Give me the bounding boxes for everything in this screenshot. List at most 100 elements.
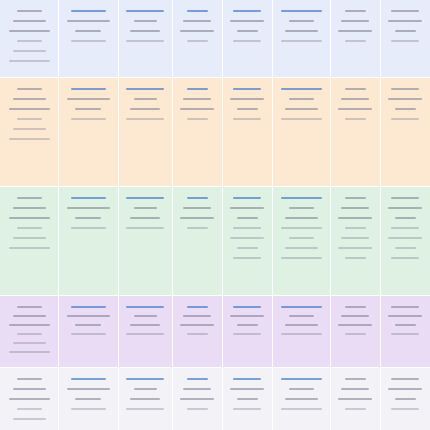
- illegible-text-stroke: [187, 10, 208, 12]
- illegible-text-stroke: [17, 333, 42, 335]
- illegible-text-stroke: [281, 408, 322, 410]
- illegible-text-stroke: [130, 324, 160, 326]
- illegible-text-stroke: [341, 98, 369, 100]
- illegible-text-stroke: [134, 207, 157, 209]
- illegible-text-stroke: [391, 306, 419, 308]
- illegible-text-stroke: [338, 217, 372, 219]
- illegible-text-stroke: [13, 237, 46, 239]
- illegible-text-stroke: [75, 217, 101, 219]
- illegible-text-stroke: [183, 20, 211, 22]
- illegible-text-stroke: [183, 98, 211, 100]
- illegible-text-stroke: [9, 247, 50, 249]
- column-divider: [380, 296, 381, 367]
- illegible-text-stroke: [345, 378, 366, 380]
- illegible-text-stroke: [338, 398, 372, 400]
- column-divider: [380, 78, 381, 186]
- illegible-text-stroke: [338, 108, 372, 110]
- illegible-text-stroke: [71, 333, 106, 335]
- column-divider: [58, 296, 59, 367]
- illegible-text-stroke: [285, 324, 318, 326]
- illegible-text-stroke: [67, 20, 110, 22]
- illegible-text-stroke: [126, 227, 164, 229]
- illegible-text-stroke: [345, 10, 366, 12]
- column-divider: [58, 368, 59, 430]
- illegible-text-stroke: [281, 118, 322, 120]
- illegible-text-stroke: [187, 408, 208, 410]
- illegible-text-stroke: [75, 398, 101, 400]
- illegible-text-stroke: [71, 306, 106, 308]
- illegible-text-stroke: [289, 98, 314, 100]
- illegible-text-stroke: [237, 324, 258, 326]
- illegible-text-stroke: [13, 418, 46, 420]
- illegible-text-stroke: [388, 20, 422, 22]
- illegible-text-stroke: [71, 227, 106, 229]
- illegible-text-stroke: [338, 324, 372, 326]
- column-divider: [272, 296, 273, 367]
- illegible-text-stroke: [233, 227, 261, 229]
- row-divider: [0, 367, 430, 368]
- illegible-text-stroke: [71, 408, 106, 410]
- illegible-text-stroke: [183, 207, 211, 209]
- illegible-text-stroke: [67, 388, 110, 390]
- illegible-text-stroke: [67, 315, 110, 317]
- illegible-text-stroke: [289, 207, 314, 209]
- illegible-text-stroke: [126, 118, 164, 120]
- row-2: [0, 78, 430, 186]
- illegible-text-stroke: [9, 324, 50, 326]
- illegible-text-stroke: [9, 217, 50, 219]
- illegible-text-stroke: [388, 315, 422, 317]
- illegible-text-stroke: [130, 108, 160, 110]
- illegible-text-stroke: [9, 351, 50, 353]
- column-divider: [172, 78, 173, 186]
- column-divider: [380, 187, 381, 295]
- illegible-text-stroke: [345, 118, 366, 120]
- illegible-text-stroke: [391, 197, 419, 199]
- column-divider: [118, 0, 119, 77]
- illegible-text-stroke: [230, 98, 264, 100]
- illegible-text-stroke: [9, 60, 50, 62]
- illegible-text-stroke: [126, 408, 164, 410]
- column-divider: [58, 78, 59, 186]
- illegible-text-stroke: [345, 408, 366, 410]
- column-divider: [58, 0, 59, 77]
- illegible-text-stroke: [13, 50, 46, 52]
- illegible-text-stroke: [391, 10, 419, 12]
- illegible-text-stroke: [126, 333, 164, 335]
- illegible-text-stroke: [237, 30, 258, 32]
- illegible-text-stroke: [187, 227, 208, 229]
- illegible-text-stroke: [9, 30, 50, 32]
- illegible-text-stroke: [13, 342, 46, 344]
- illegible-text-stroke: [75, 324, 101, 326]
- column-divider: [272, 0, 273, 77]
- illegible-text-stroke: [71, 378, 106, 380]
- illegible-text-stroke: [388, 388, 422, 390]
- illegible-text-stroke: [285, 217, 318, 219]
- illegible-text-stroke: [289, 315, 314, 317]
- illegible-text-stroke: [17, 40, 42, 42]
- illegible-text-stroke: [130, 217, 160, 219]
- illegible-text-stroke: [237, 398, 258, 400]
- illegible-text-stroke: [17, 197, 42, 199]
- illegible-text-stroke: [233, 306, 261, 308]
- illegible-text-stroke: [13, 315, 46, 317]
- row-divider: [0, 77, 430, 78]
- illegible-text-stroke: [341, 315, 369, 317]
- column-divider: [272, 78, 273, 186]
- illegible-text-stroke: [187, 378, 208, 380]
- illegible-text-stroke: [391, 88, 419, 90]
- column-divider: [272, 187, 273, 295]
- column-divider: [172, 187, 173, 295]
- illegible-text-stroke: [230, 237, 264, 239]
- illegible-text-stroke: [391, 378, 419, 380]
- illegible-text-stroke: [126, 197, 164, 199]
- illegible-text-stroke: [281, 333, 322, 335]
- illegible-text-stroke: [281, 10, 322, 12]
- illegible-text-stroke: [233, 10, 261, 12]
- illegible-text-stroke: [130, 398, 160, 400]
- column-divider: [330, 187, 331, 295]
- illegible-text-stroke: [281, 40, 322, 42]
- illegible-text-stroke: [345, 197, 366, 199]
- illegible-text-stroke: [9, 138, 50, 140]
- illegible-text-stroke: [345, 88, 366, 90]
- column-divider: [118, 296, 119, 367]
